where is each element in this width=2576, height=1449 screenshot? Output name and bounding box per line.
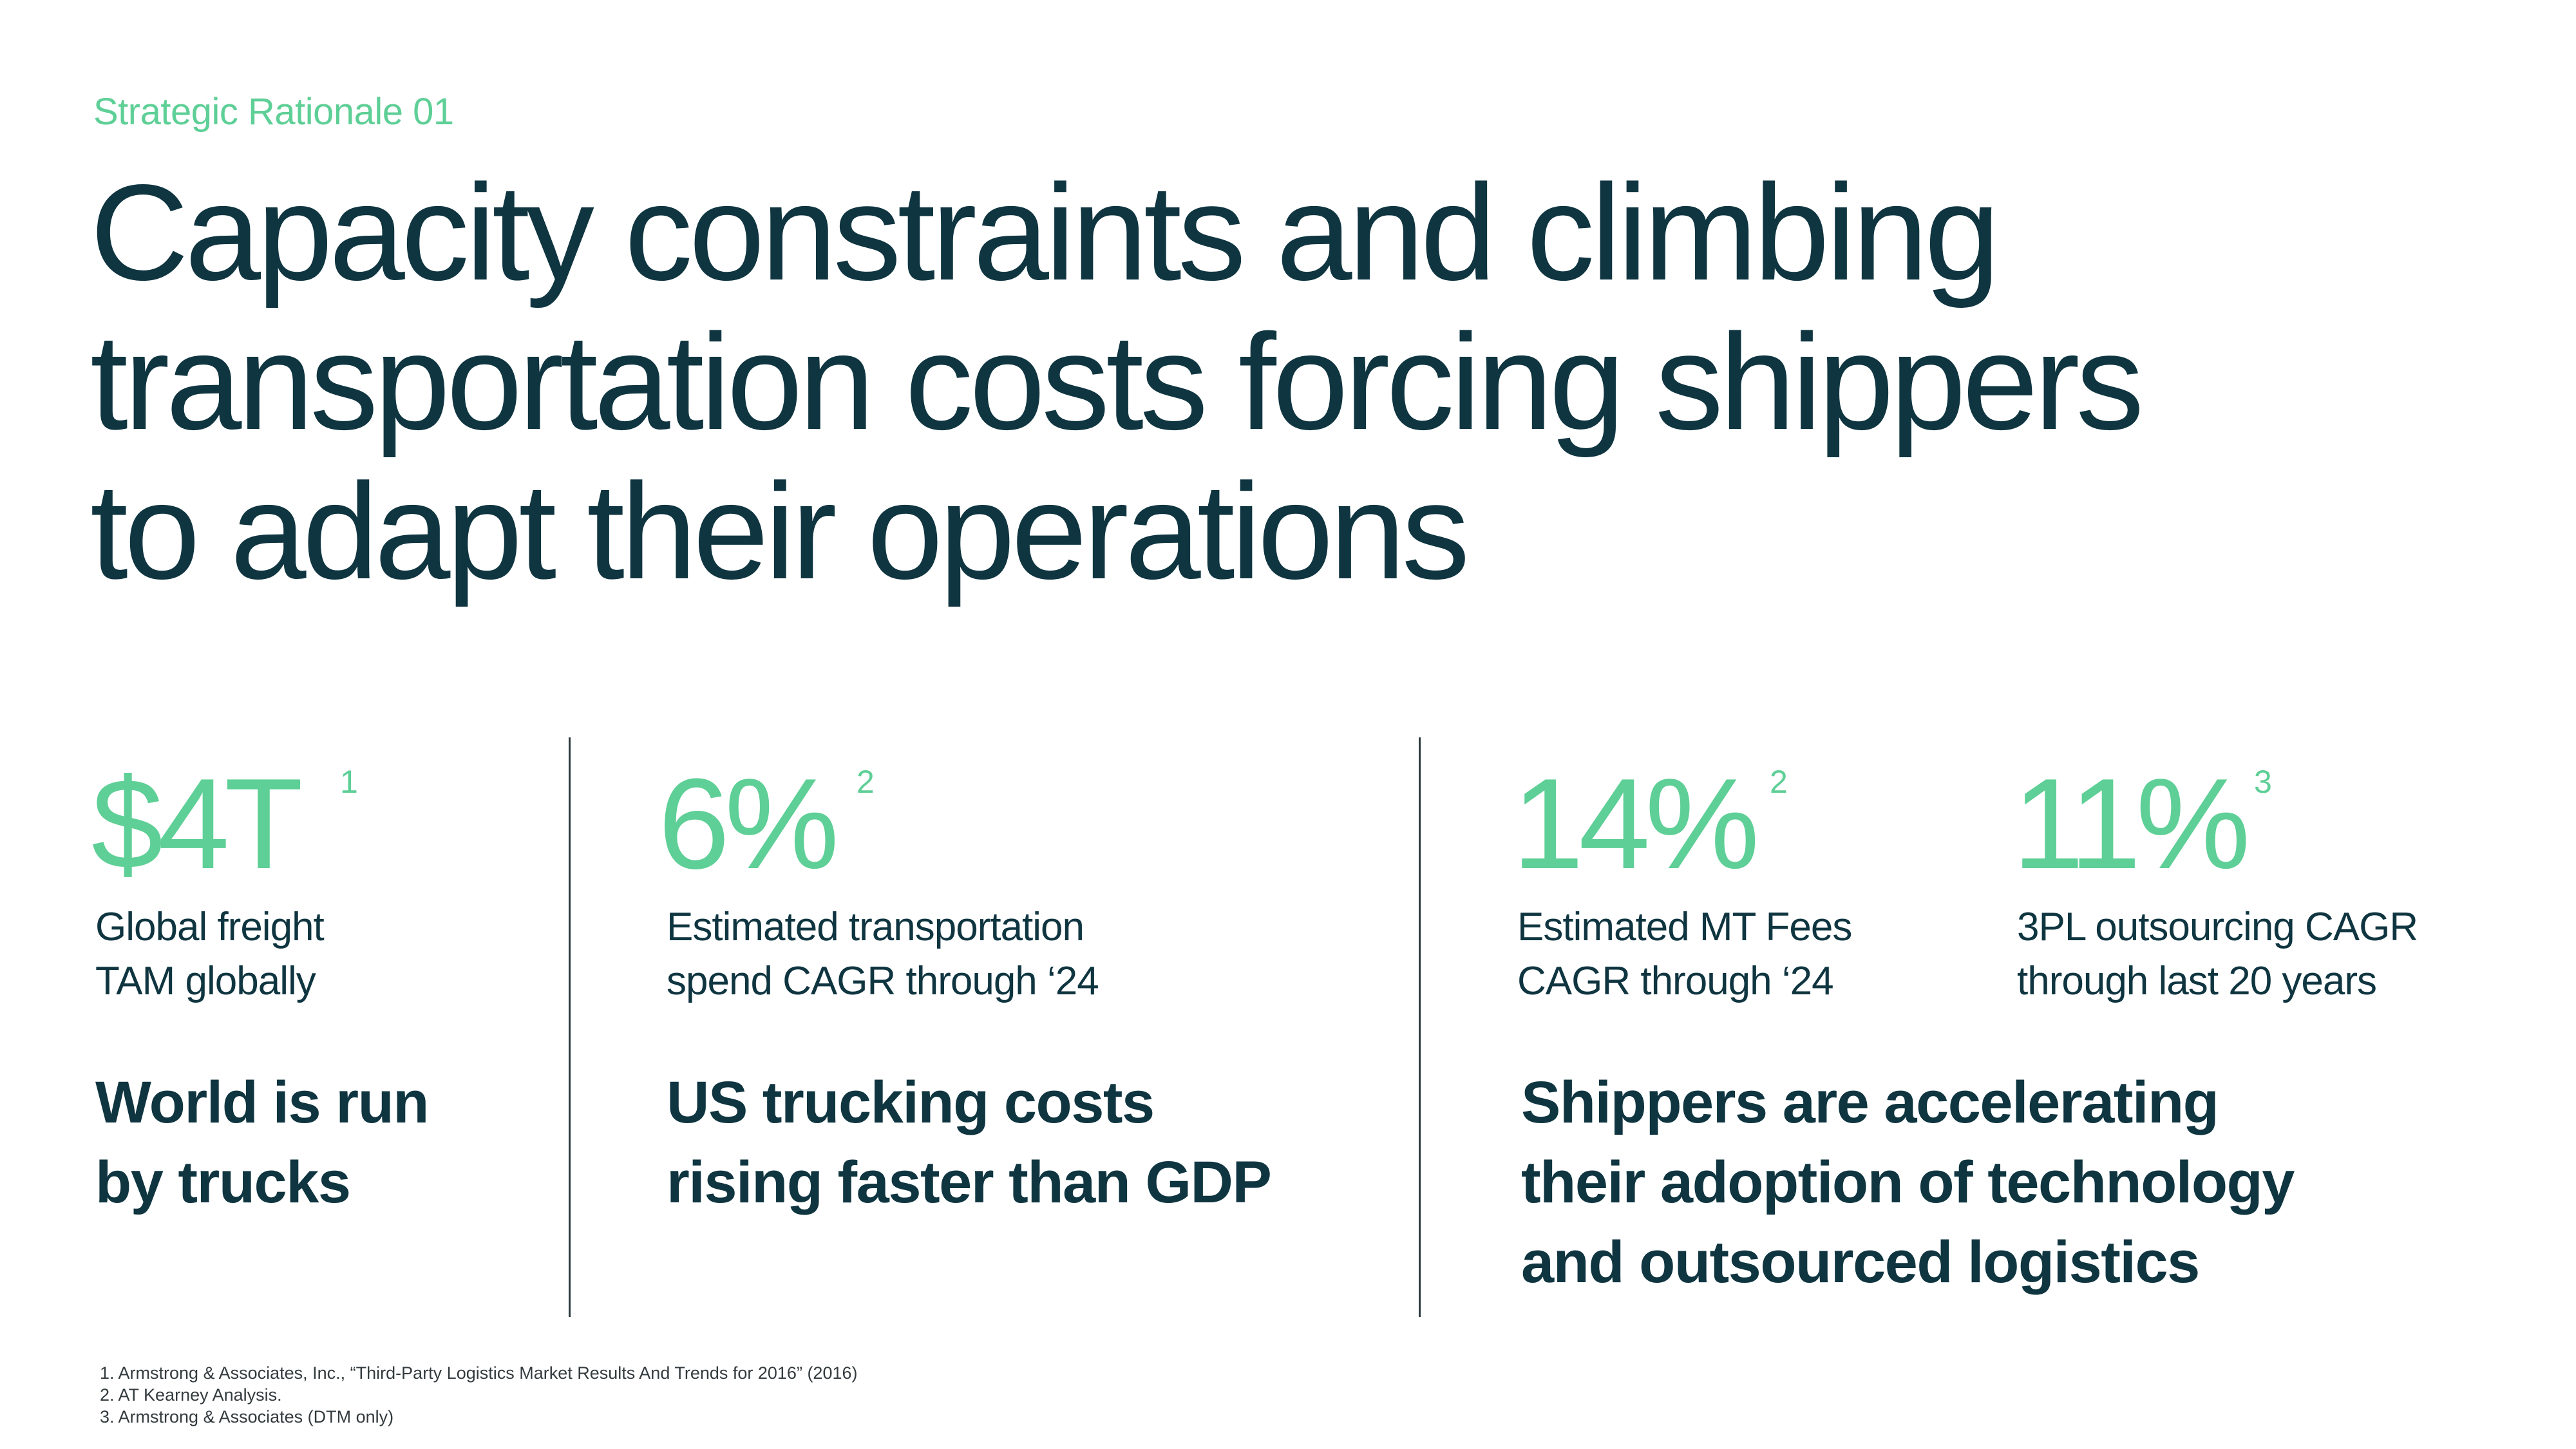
stat-3pl-outsourcing: 11%: [2012, 760, 2250, 889]
takeaway-trucking-costs-line-2: rising faster than GDP: [667, 1150, 1272, 1215]
stat-tam-caption-line-2: TAM globally: [95, 959, 316, 1003]
page-title-line-1: Capacity constraints and climbing: [90, 156, 2000, 308]
stat-3pl-outsourcing-caption: 3PL outsourcing CAGR through last 20 yea…: [2017, 900, 2418, 1009]
stat-3pl-outsourcing-value: 11%: [2012, 752, 2250, 896]
page-title: Capacity constraints and climbing transp…: [90, 158, 2409, 606]
page-title-line-3: to adapt their operations: [90, 455, 1470, 607]
column-divider-2: [1419, 737, 1421, 1317]
stat-transport-spend: 6%: [658, 760, 839, 889]
column-divider-1: [569, 737, 571, 1317]
stat-transport-spend-caption-line-2: spend CAGR through ‘24: [667, 959, 1099, 1003]
stat-transport-spend-caption-line-1: Estimated transportation: [667, 905, 1084, 949]
stat-3pl-outsourcing-caption-line-2: through last 20 years: [2017, 959, 2377, 1003]
takeaway-trucking-costs-line-1: US trucking costs: [667, 1070, 1155, 1135]
takeaway-shippers-line-2: their adoption of technology: [1521, 1150, 2295, 1215]
footnote-1: 1. Armstrong & Associates, Inc., “Third-…: [100, 1363, 858, 1383]
stat-transport-spend-value: 6%: [658, 752, 839, 896]
takeaway-shippers-line-1: Shippers are accelerating: [1521, 1070, 2219, 1135]
stat-tam-footnote-ref: 1: [340, 764, 358, 800]
stat-tam: $4T: [91, 760, 303, 889]
footnotes: 1. Armstrong & Associates, Inc., “Third-…: [100, 1362, 858, 1428]
footnote-2: 2. AT Kearney Analysis.: [100, 1385, 282, 1405]
stat-3pl-outsourcing-caption-line-1: 3PL outsourcing CAGR: [2017, 905, 2418, 949]
stat-3pl-outsourcing-footnote-ref: 3: [2254, 764, 2272, 800]
takeaway-trucks-line-1: World is run: [95, 1070, 429, 1135]
takeaway-shippers-line-3: and outsourced logistics: [1521, 1229, 2200, 1295]
takeaway-trucking-costs: US trucking costs rising faster than GDP: [667, 1063, 1272, 1222]
takeaway-trucks: World is run by trucks: [95, 1063, 429, 1222]
footnote-3: 3. Armstrong & Associates (DTM only): [100, 1407, 394, 1426]
stat-mt-fees-footnote-ref: 2: [1770, 764, 1788, 800]
stat-tam-caption-line-1: Global freight: [95, 905, 325, 949]
stat-mt-fees-caption-line-2: CAGR through ‘24: [1517, 959, 1834, 1003]
stat-mt-fees-caption-line-1: Estimated MT Fees: [1517, 905, 1852, 949]
section-label: Strategic Rationale 01: [93, 91, 454, 133]
stat-tam-caption: Global freight TAM globally: [95, 900, 325, 1009]
stat-mt-fees-caption: Estimated MT Fees CAGR through ‘24: [1517, 900, 1852, 1009]
stat-transport-spend-footnote-ref: 2: [857, 764, 875, 800]
stat-mt-fees-value: 14%: [1512, 752, 1759, 896]
stat-tam-value: $4T: [91, 752, 303, 896]
page-title-line-2: transportation costs forcing shippers: [90, 305, 2144, 458]
takeaway-shippers: Shippers are accelerating their adoption…: [1521, 1063, 2295, 1302]
stat-transport-spend-caption: Estimated transportation spend CAGR thro…: [667, 900, 1099, 1009]
stat-mt-fees: 14%: [1512, 760, 1759, 889]
takeaway-trucks-line-2: by trucks: [95, 1150, 351, 1215]
